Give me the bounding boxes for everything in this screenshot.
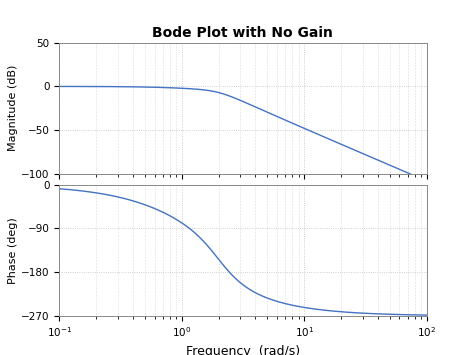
Y-axis label: Magnitude (dB): Magnitude (dB) (9, 65, 18, 152)
Y-axis label: Phase (deg): Phase (deg) (8, 217, 18, 284)
Title: Bode Plot with No Gain: Bode Plot with No Gain (153, 26, 333, 40)
X-axis label: Frequency  (rad/s): Frequency (rad/s) (186, 345, 300, 355)
